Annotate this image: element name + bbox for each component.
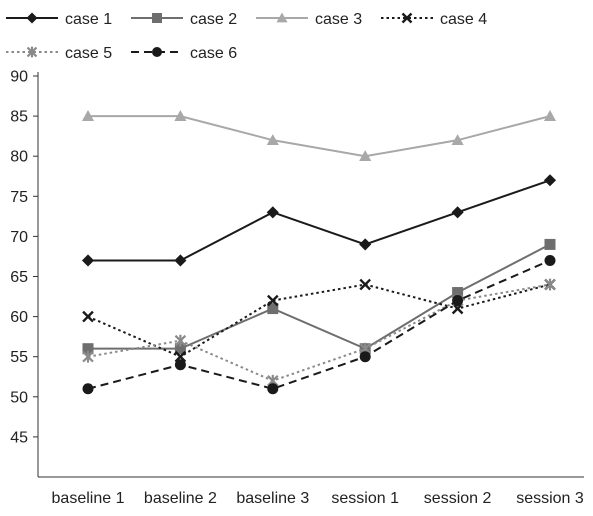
legend-item: case 3	[256, 11, 362, 28]
y-tick-label: 60	[10, 309, 28, 326]
legend-item: case 5	[6, 45, 112, 62]
data-point	[544, 254, 556, 266]
data-point	[267, 294, 279, 307]
data-point	[359, 351, 371, 363]
data-point	[82, 310, 94, 323]
series-line	[87, 283, 551, 358]
legend-label: case 5	[65, 45, 112, 62]
data-point	[81, 254, 95, 267]
y-tick-label: 75	[10, 189, 28, 206]
data-point	[174, 343, 186, 355]
y-tick-label: 50	[10, 389, 28, 406]
data-point	[267, 303, 279, 315]
series-case-6	[82, 254, 556, 395]
legend-label: case 3	[315, 11, 362, 28]
data-point	[451, 206, 464, 219]
data-point	[174, 254, 187, 267]
data-point	[82, 343, 94, 355]
x-tick-label: session 3	[516, 490, 584, 507]
legend-item: case 6	[131, 45, 237, 62]
legend-marker	[152, 13, 162, 23]
plot-area	[81, 110, 557, 395]
data-point	[359, 150, 372, 162]
x-tick-label: session 1	[331, 490, 399, 507]
series-line	[87, 283, 551, 382]
legend-label: case 6	[190, 45, 237, 62]
y-tick-label: 80	[10, 149, 28, 166]
series-line	[88, 179, 551, 262]
data-point	[359, 278, 371, 291]
data-point	[543, 174, 557, 187]
legend-item: case 2	[131, 11, 237, 28]
y-tick-label: 45	[10, 429, 28, 446]
legend-label: case 2	[190, 11, 237, 28]
data-point	[267, 383, 279, 395]
data-point	[452, 287, 464, 299]
series-line	[88, 243, 551, 350]
x-tick-label: baseline 3	[236, 490, 309, 507]
data-point	[82, 383, 94, 395]
y-tick-label: 85	[10, 109, 28, 126]
legend-item: case 4	[381, 11, 487, 28]
legend-item: case 1	[6, 11, 112, 28]
y-axis: 45 50 55 60 65 70 75 80 85 90	[10, 69, 39, 477]
series-case-1	[81, 174, 557, 267]
y-tick-label: 70	[10, 229, 28, 246]
series-line	[87, 259, 551, 390]
y-tick-label: 90	[10, 69, 28, 86]
data-point	[359, 238, 372, 251]
legend-marker	[152, 47, 162, 57]
x-tick-label: session 2	[424, 490, 492, 507]
x-axis: baseline 1 baseline 2 baseline 3 session 1 s…	[38, 476, 584, 507]
x-tick-label: baseline 1	[52, 490, 125, 507]
y-tick-label: 55	[10, 349, 28, 366]
legend-label: case 4	[440, 11, 487, 28]
data-point	[174, 110, 187, 121]
legend-marker	[401, 12, 413, 24]
series-case-3	[81, 110, 557, 162]
data-point	[174, 359, 186, 371]
data-point	[82, 350, 94, 363]
series-line	[88, 115, 551, 158]
data-point	[266, 134, 279, 145]
data-point	[451, 134, 464, 145]
data-point	[266, 206, 279, 219]
legend-marker	[276, 12, 288, 23]
legend-marker	[26, 12, 38, 24]
y-tick-label: 65	[10, 269, 28, 286]
legend-label: case 1	[65, 11, 112, 28]
data-point	[544, 278, 556, 291]
data-point	[544, 238, 556, 250]
series-case-5	[82, 278, 556, 387]
legend: case 1 case 2 case 3 case 4 case 5 case 6	[6, 11, 487, 62]
data-point	[174, 334, 187, 347]
data-point	[543, 110, 557, 121]
x-tick-label: baseline 2	[144, 490, 217, 507]
data-point	[452, 295, 464, 307]
data-point	[174, 350, 187, 363]
data-point	[81, 110, 95, 121]
legend-marker	[26, 46, 38, 58]
